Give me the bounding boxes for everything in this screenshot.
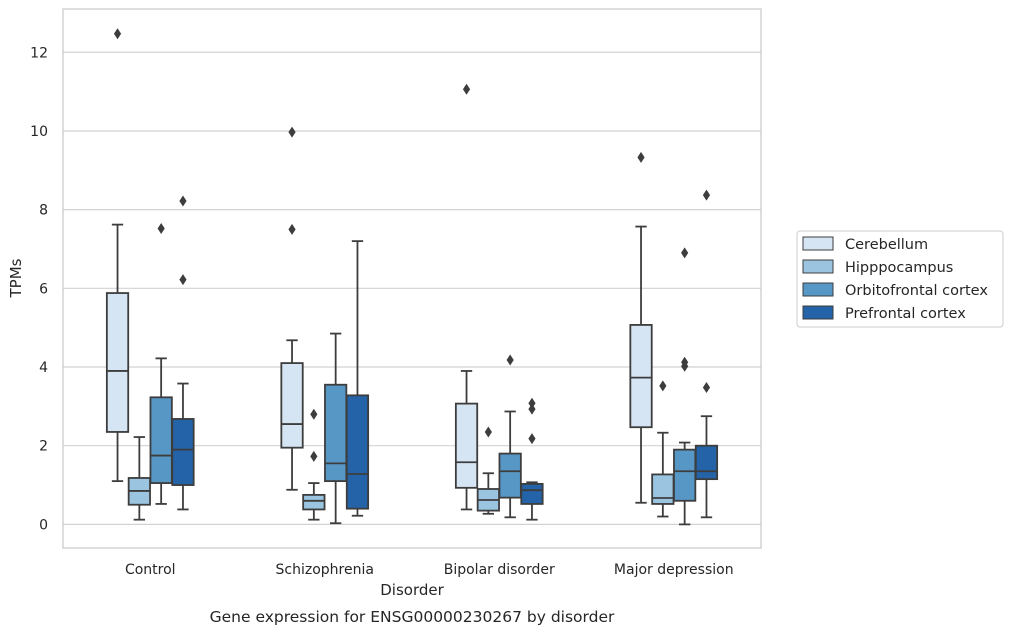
x-axis-ticks: Control Schizophrenia Bipolar disorder Majo…	[125, 562, 734, 578]
box-group	[520, 397, 544, 521]
outlier-point	[288, 223, 296, 235]
box	[280, 362, 304, 449]
box-group	[454, 83, 479, 511]
box	[629, 324, 653, 429]
y-tick-label: 0	[39, 517, 48, 533]
box-group	[171, 195, 195, 511]
box	[454, 402, 479, 489]
box-group	[302, 408, 326, 521]
outlier-point	[528, 397, 536, 409]
box	[694, 444, 719, 481]
y-axis-label: TPMs	[7, 258, 25, 298]
outlier-point	[528, 403, 536, 415]
outlier-point	[637, 151, 645, 163]
box-group	[127, 436, 151, 521]
legend-label: Cerebellum	[845, 237, 928, 253]
y-tick-label: 2	[39, 439, 48, 455]
box	[171, 418, 195, 486]
plot-frame	[62, 8, 762, 549]
legend-swatch	[802, 282, 834, 297]
y-tick-label: 6	[39, 281, 48, 297]
box-group	[694, 189, 719, 519]
x-tick-label: Bipolar disorder	[444, 562, 555, 578]
box	[302, 493, 326, 511]
x-tick-label: Major depression	[614, 562, 734, 578]
outlier-point	[288, 126, 296, 138]
y-tick-label: 10	[30, 124, 48, 140]
outlier-point	[702, 189, 711, 201]
outlier-point	[659, 380, 667, 392]
y-tick-label: 4	[39, 360, 48, 376]
box	[520, 482, 544, 505]
legend-label: Hipppocampus	[845, 260, 953, 276]
outlier-point	[157, 223, 165, 235]
x-axis-label: Disorder	[380, 581, 444, 599]
outlier-point	[310, 450, 318, 462]
y-tick-label: 12	[30, 45, 48, 61]
box	[498, 452, 522, 499]
legend: Cerebellum Hipppocampus Orbitofrontal cort…	[796, 230, 1004, 328]
y-tick-label: 8	[39, 203, 48, 219]
outlier-point	[506, 354, 514, 366]
box-group	[673, 247, 697, 526]
legend-frame	[796, 230, 1004, 328]
outlier-point	[484, 426, 492, 438]
box-group	[105, 28, 130, 483]
x-tick-label: Control	[125, 562, 176, 578]
outlier-point	[310, 408, 318, 420]
y-axis-ticks: 0 2 4 6 8 10 12	[30, 45, 48, 533]
box	[345, 394, 370, 510]
box	[324, 383, 348, 483]
legend-swatch	[802, 259, 834, 274]
box	[149, 396, 173, 484]
box	[105, 292, 130, 433]
outlier-point	[528, 433, 536, 445]
legend-label: Orbitofrontal cortex	[845, 283, 988, 299]
box-group	[149, 223, 173, 505]
outlier-point	[113, 28, 122, 40]
box-group	[651, 380, 675, 518]
chart-caption: Gene expression for ENSG00000230267 by d…	[210, 608, 615, 626]
box-group	[629, 151, 653, 504]
legend-label: Prefrontal cortex	[845, 306, 966, 322]
outlier-point	[179, 274, 187, 286]
outlier-point	[681, 247, 689, 259]
box-group	[280, 126, 304, 491]
legend-swatch	[802, 305, 834, 320]
x-tick-label: Schizophrenia	[276, 562, 374, 578]
outlier-point	[681, 360, 689, 372]
box-group	[476, 426, 500, 515]
legend-swatch	[802, 236, 834, 251]
outlier-point	[462, 83, 471, 95]
box	[651, 473, 675, 505]
outlier-point	[702, 381, 711, 393]
plot-area	[105, 28, 719, 526]
box	[673, 448, 697, 502]
box-group	[345, 240, 370, 517]
box-group	[498, 354, 522, 519]
box-group	[324, 332, 348, 525]
outlier-point	[179, 195, 187, 207]
